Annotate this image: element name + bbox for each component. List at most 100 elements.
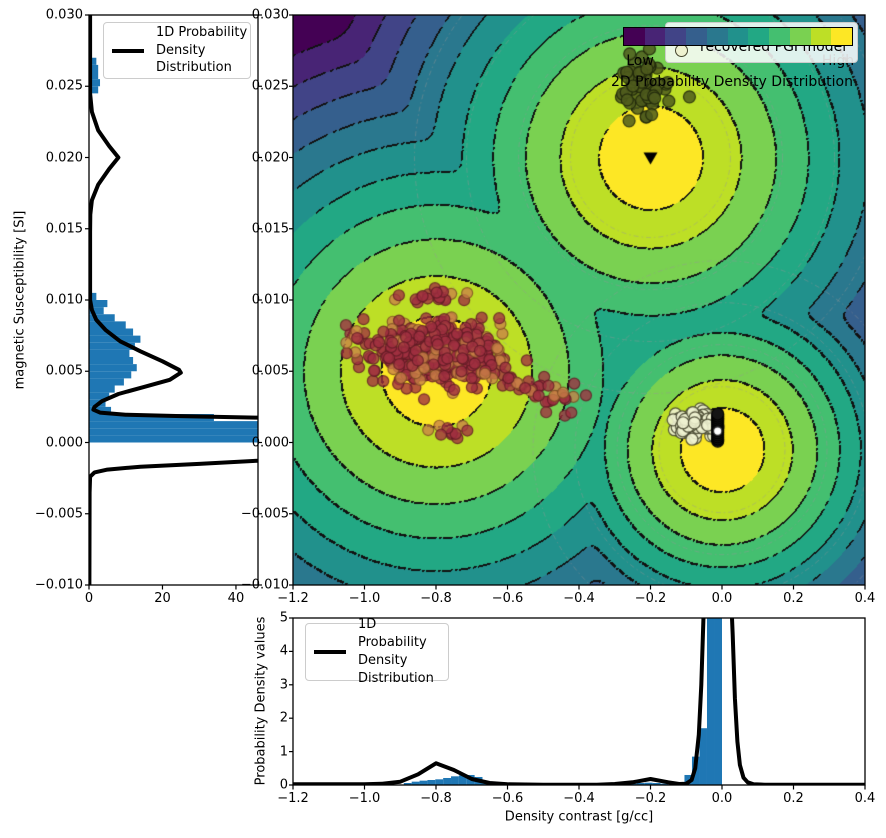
hist-bar <box>490 782 499 785</box>
panel-border <box>88 14 259 586</box>
hist-bar <box>89 392 110 400</box>
hist-bar <box>89 57 97 65</box>
tick-label: 0.025 <box>45 78 83 94</box>
tick-label: −0.4 <box>563 591 595 606</box>
tick-label: −0.010 <box>240 577 289 593</box>
tick-label: 0.4 <box>854 791 876 806</box>
colorbar-segment <box>686 28 707 45</box>
hist-bar <box>89 406 112 414</box>
left-y-axis-label: magnetic Susceptibility [SI] <box>12 210 28 390</box>
tick-label: 0.0 <box>711 791 733 806</box>
tick-label: 0.030 <box>251 7 289 23</box>
hist-bar <box>684 774 692 785</box>
hist-bar <box>706 618 715 785</box>
tick-label: 0 <box>84 591 94 606</box>
hist-bar <box>89 428 258 436</box>
hist-bar <box>89 371 132 379</box>
tick-label: 0.020 <box>251 150 289 165</box>
bottom-x-axis-label: Density contrast [g/cc] <box>504 809 654 825</box>
hist-bar <box>419 780 428 785</box>
tick-label: 0.005 <box>251 363 289 379</box>
colorbar-segment <box>810 28 832 45</box>
colorbar-segment <box>769 28 790 45</box>
hist-bar <box>474 776 483 785</box>
tick-label: −1.0 <box>348 591 381 606</box>
hist-bar <box>89 79 101 87</box>
hist-bar <box>660 783 669 785</box>
hist-bar <box>89 292 97 300</box>
tick-label: 0.030 <box>45 7 83 23</box>
hist-bar <box>89 385 115 393</box>
main-2d-plot <box>293 15 865 585</box>
tick-label: 3 <box>279 677 288 693</box>
hist-bar <box>482 780 491 785</box>
hist-bar <box>427 779 436 785</box>
hist-bar <box>89 328 134 336</box>
hist-bar <box>89 300 108 308</box>
tick-label: 0.015 <box>251 221 289 237</box>
hist-bar <box>714 618 722 785</box>
bottom-y-axis-label: Probability Density values <box>253 616 269 786</box>
tick-label: −1.2 <box>277 591 309 606</box>
kde-line-icon <box>112 48 144 53</box>
left-legend-label: 1D Probability Density Distribution <box>156 24 248 76</box>
tick-label: −0.8 <box>420 591 452 606</box>
tick-label: 0.010 <box>251 292 289 308</box>
tick-label: 5 <box>279 610 288 626</box>
hist-bar <box>644 782 653 785</box>
hist-bar <box>89 435 258 443</box>
colorbar-segment <box>727 28 749 45</box>
hist-bar <box>89 86 99 94</box>
hist-bar <box>89 421 258 429</box>
colorbar-segment <box>748 28 770 45</box>
colorbar-segment <box>831 28 853 45</box>
tick-label: 0.020 <box>45 150 83 165</box>
tick-label: −0.2 <box>634 791 667 806</box>
colorbar <box>623 27 853 46</box>
hist-bar <box>89 64 99 72</box>
tick-label: 0.000 <box>45 435 83 450</box>
hist-bar <box>89 349 130 357</box>
tick-label: 0.000 <box>251 435 289 450</box>
hist-bar <box>498 783 507 785</box>
hist-bar <box>636 782 645 785</box>
tick-label: 2 <box>279 710 288 726</box>
hist-bar <box>435 779 444 785</box>
kde-line-icon <box>314 650 346 654</box>
colorbar-segment <box>644 28 666 45</box>
hist-bar <box>89 307 104 315</box>
hist-bar <box>89 414 214 422</box>
tick-label: 1 <box>279 744 288 760</box>
tick-label: −0.2 <box>634 591 667 606</box>
left-legend: 1D Probability Density Distribution <box>103 22 251 79</box>
colorbar-segment <box>665 28 687 45</box>
hist-bar <box>629 783 637 785</box>
tick-label: 4 <box>279 643 288 659</box>
hist-bar <box>699 728 707 785</box>
colorbar-segment <box>624 28 645 45</box>
tick-label: 0.2 <box>783 791 804 806</box>
tick-label: 20 <box>154 591 171 606</box>
hist-bar <box>89 314 115 322</box>
bottom-legend: 1D Probability Density Distribution <box>305 617 449 686</box>
tick-label: −1.2 <box>277 791 309 806</box>
hist-bar <box>652 782 661 785</box>
hist-bar <box>89 399 106 407</box>
colorbar-segment <box>706 28 728 45</box>
hist-bar <box>466 774 475 785</box>
tick-label: −0.6 <box>491 591 524 606</box>
hist-bar <box>691 756 700 785</box>
hist-bar <box>89 357 134 365</box>
tick-label: 0.025 <box>251 78 289 94</box>
tick-label: −0.8 <box>420 791 452 806</box>
hist-bar <box>403 782 412 785</box>
hist-bar <box>89 364 137 372</box>
tick-label: 0 <box>279 777 288 793</box>
tick-label: 40 <box>227 591 245 606</box>
colorbar-low-label: Low <box>626 53 654 69</box>
hist-bar <box>411 781 420 785</box>
hist-bar <box>451 776 459 785</box>
tick-label: −0.005 <box>34 506 83 522</box>
tick-label: −1.0 <box>348 791 381 806</box>
